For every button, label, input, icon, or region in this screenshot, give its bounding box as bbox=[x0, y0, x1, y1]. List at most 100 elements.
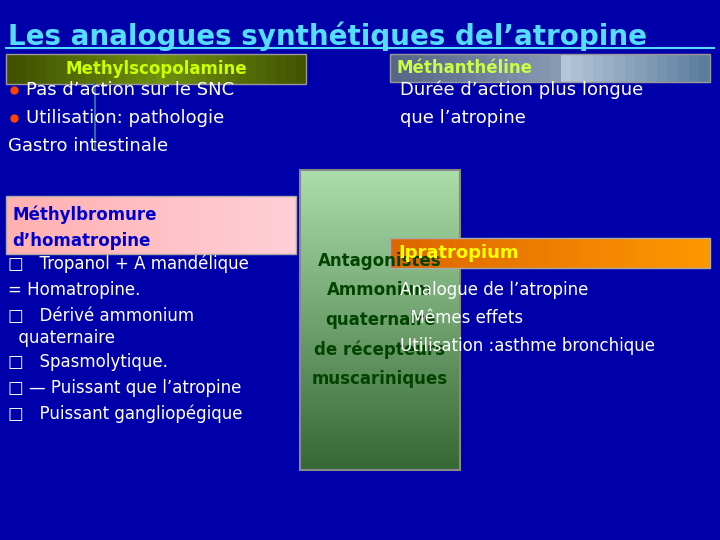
Bar bbox=[276, 54, 287, 84]
Bar bbox=[300, 398, 460, 405]
Bar bbox=[66, 54, 77, 84]
Bar bbox=[464, 54, 477, 82]
Bar bbox=[390, 238, 402, 268]
Bar bbox=[300, 380, 460, 387]
Bar bbox=[667, 238, 679, 268]
Bar bbox=[300, 206, 460, 213]
Bar bbox=[422, 54, 433, 82]
Bar bbox=[475, 238, 487, 268]
Bar bbox=[699, 54, 711, 82]
Bar bbox=[25, 196, 36, 254]
Bar bbox=[561, 238, 572, 268]
Bar bbox=[296, 54, 307, 84]
Text: Pas d’action sur le SNC: Pas d’action sur le SNC bbox=[26, 81, 234, 99]
Bar bbox=[16, 54, 27, 84]
Bar bbox=[678, 54, 690, 82]
Bar bbox=[300, 386, 460, 393]
Bar bbox=[300, 404, 460, 411]
Text: Durée d’action plus longue: Durée d’action plus longue bbox=[400, 81, 643, 99]
Bar bbox=[300, 422, 460, 429]
Bar bbox=[146, 54, 157, 84]
Text: □   Spasmolytique.: □ Spasmolytique. bbox=[8, 353, 168, 371]
Bar bbox=[422, 238, 433, 268]
Bar bbox=[6, 54, 306, 84]
Bar bbox=[226, 54, 237, 84]
Text: Utilisation: pathologie: Utilisation: pathologie bbox=[26, 109, 224, 127]
Bar bbox=[400, 238, 413, 268]
Bar bbox=[112, 196, 123, 254]
Bar bbox=[518, 54, 530, 82]
Bar bbox=[300, 362, 460, 369]
Text: □   Puissant gangliopégique: □ Puissant gangliopégique bbox=[8, 405, 243, 423]
Bar bbox=[411, 54, 423, 82]
Bar bbox=[518, 238, 530, 268]
Bar bbox=[497, 238, 508, 268]
Bar bbox=[300, 260, 460, 267]
Bar bbox=[593, 238, 604, 268]
Bar bbox=[603, 54, 615, 82]
Bar bbox=[300, 236, 460, 243]
Bar bbox=[657, 54, 668, 82]
Bar bbox=[96, 54, 107, 84]
Bar bbox=[614, 238, 626, 268]
Bar bbox=[300, 440, 460, 447]
Bar bbox=[141, 196, 152, 254]
Bar bbox=[688, 54, 701, 82]
Text: Analogue de l’atropine: Analogue de l’atropine bbox=[400, 281, 588, 299]
Bar bbox=[411, 238, 423, 268]
Bar bbox=[219, 196, 230, 254]
Bar bbox=[300, 278, 460, 285]
Text: Méthanthéline: Méthanthéline bbox=[396, 59, 532, 77]
Bar bbox=[433, 54, 444, 82]
Bar bbox=[132, 196, 143, 254]
Bar bbox=[582, 238, 594, 268]
Bar bbox=[300, 332, 460, 339]
Bar bbox=[161, 196, 171, 254]
Text: = Homatropine.: = Homatropine. bbox=[8, 281, 140, 299]
Bar bbox=[238, 196, 248, 254]
Bar bbox=[300, 464, 460, 471]
Bar bbox=[454, 54, 466, 82]
Bar bbox=[550, 54, 562, 82]
Bar bbox=[300, 320, 460, 327]
Bar bbox=[646, 238, 657, 268]
Bar bbox=[300, 224, 460, 231]
Bar bbox=[16, 196, 27, 254]
Bar bbox=[300, 194, 460, 201]
Bar bbox=[36, 54, 47, 84]
Bar bbox=[539, 238, 551, 268]
Bar bbox=[572, 54, 583, 82]
Bar bbox=[300, 296, 460, 303]
Bar bbox=[300, 248, 460, 255]
Text: □   Dérivé ammonium: □ Dérivé ammonium bbox=[8, 307, 194, 325]
Text: quaternaire: quaternaire bbox=[8, 329, 115, 347]
Bar bbox=[256, 54, 267, 84]
Bar bbox=[186, 54, 197, 84]
Bar bbox=[300, 176, 460, 183]
Bar bbox=[176, 54, 187, 84]
Bar bbox=[257, 196, 268, 254]
Bar bbox=[300, 170, 460, 470]
Text: Utilisation :asthme bronchique: Utilisation :asthme bronchique bbox=[400, 337, 655, 355]
Bar bbox=[6, 196, 17, 254]
Bar bbox=[646, 54, 657, 82]
Bar bbox=[582, 54, 594, 82]
Bar bbox=[300, 254, 460, 261]
Bar bbox=[166, 54, 177, 84]
Bar bbox=[614, 54, 626, 82]
Bar bbox=[508, 238, 519, 268]
Bar bbox=[248, 196, 258, 254]
Bar bbox=[300, 302, 460, 309]
Bar bbox=[46, 54, 57, 84]
Bar bbox=[300, 272, 460, 279]
Bar bbox=[464, 238, 477, 268]
Bar bbox=[300, 374, 460, 381]
Bar bbox=[209, 196, 220, 254]
Text: que l’atropine: que l’atropine bbox=[400, 109, 526, 127]
Bar bbox=[667, 54, 679, 82]
Bar bbox=[266, 54, 277, 84]
Bar bbox=[486, 238, 498, 268]
Bar bbox=[300, 290, 460, 297]
Bar bbox=[300, 392, 460, 399]
Bar bbox=[189, 196, 200, 254]
